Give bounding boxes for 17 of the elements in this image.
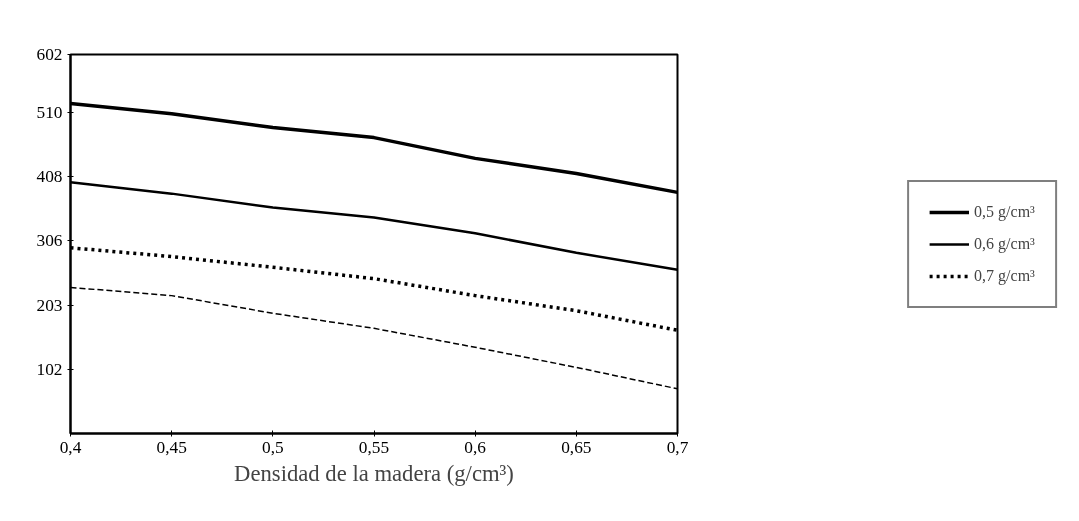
x-tick-label: 0,55 [358, 437, 390, 457]
x-axis-title: Densidad de la madera (g/cm³) [234, 460, 514, 486]
y-tick-label: 510 [36, 102, 63, 122]
x-tick-label: 0,6 [464, 437, 487, 457]
legend-label: 0,7 g/cm³ [974, 266, 1035, 285]
y-tick-label: 602 [36, 45, 63, 64]
x-tick-label: 0,5 [262, 437, 284, 457]
y-tick-label: 306 [36, 231, 63, 251]
legend-label: 0,6 g/cm³ [974, 234, 1035, 253]
x-tick-label: 0,7 [666, 437, 689, 457]
x-tick-label: 0,65 [561, 437, 592, 457]
y-tick-label: 408 [36, 167, 63, 187]
x-tick-label: 0,45 [156, 437, 187, 457]
x-tick-label: 0,4 [59, 437, 82, 457]
y-tick-label: 102 [36, 359, 63, 379]
legend-label: 0,5 g/cm³ [974, 202, 1035, 221]
y-tick-label: 203 [36, 296, 63, 316]
